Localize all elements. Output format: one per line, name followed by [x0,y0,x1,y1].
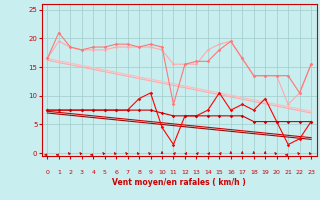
X-axis label: Vent moyen/en rafales ( km/h ): Vent moyen/en rafales ( km/h ) [112,178,246,187]
